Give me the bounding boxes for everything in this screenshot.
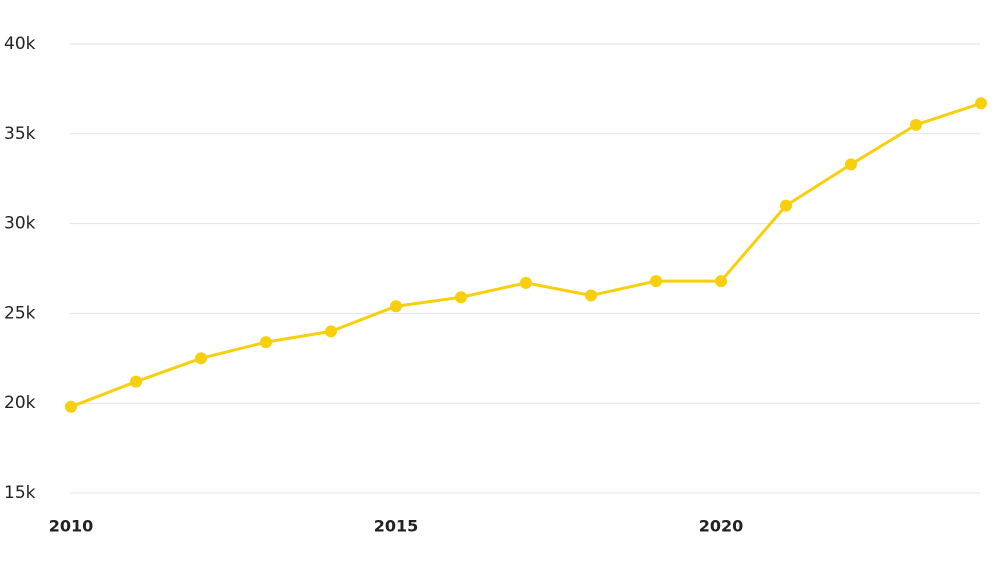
point [845, 158, 857, 171]
y-tick-label: 15k [4, 483, 36, 503]
point [520, 276, 532, 289]
point [715, 275, 727, 288]
point [585, 289, 597, 302]
point [975, 97, 987, 110]
series-line [70, 101, 982, 409]
y-tick-label: 20k [4, 393, 36, 413]
point [325, 325, 337, 338]
point [910, 118, 922, 131]
point [455, 291, 467, 304]
point [650, 275, 662, 288]
x-tick-label: 2020 [699, 517, 744, 536]
point [390, 300, 402, 313]
point [260, 336, 272, 349]
point [65, 400, 77, 413]
point [780, 199, 792, 212]
point [130, 375, 142, 388]
x-tick-label: 2015 [374, 517, 419, 536]
y-tick-label: 35k [4, 124, 36, 144]
y-tick-label: 30k [4, 214, 36, 234]
point [195, 352, 207, 365]
x-tick-label: 2010 [49, 517, 94, 536]
y-tick-label: 40k [4, 34, 36, 54]
y-tick-label: 25k [4, 303, 36, 323]
